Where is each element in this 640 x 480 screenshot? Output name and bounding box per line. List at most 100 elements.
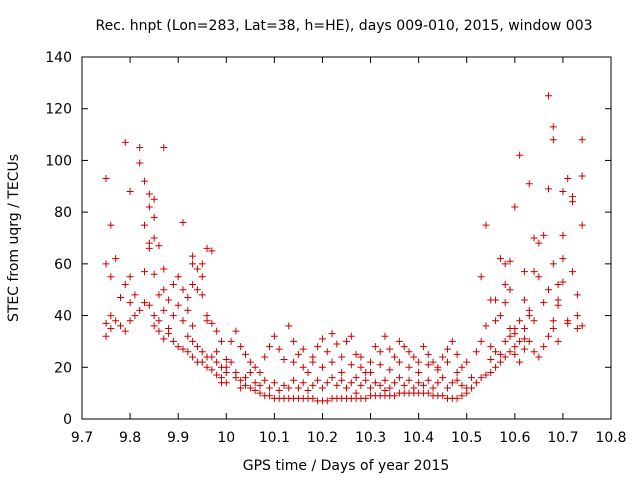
data-point xyxy=(506,286,514,294)
data-point xyxy=(290,376,298,384)
data-point xyxy=(391,392,399,400)
data-point xyxy=(511,325,519,332)
data-point xyxy=(419,343,427,351)
data-point xyxy=(376,348,384,356)
data-point xyxy=(136,306,144,314)
data-point xyxy=(482,371,490,379)
data-point xyxy=(400,381,408,389)
data-point xyxy=(189,337,197,345)
data-point xyxy=(208,247,216,255)
data-point xyxy=(213,327,221,335)
data-point xyxy=(357,353,365,361)
data-point xyxy=(141,177,149,185)
data-point xyxy=(294,384,302,392)
data-point xyxy=(573,312,581,320)
data-point xyxy=(189,353,197,361)
data-point xyxy=(386,345,394,353)
data-point xyxy=(501,337,509,345)
data-point xyxy=(352,389,360,397)
data-point xyxy=(367,384,375,392)
data-point xyxy=(477,374,485,382)
data-point xyxy=(405,363,413,371)
data-point xyxy=(371,343,379,351)
data-point xyxy=(477,273,485,281)
data-point xyxy=(169,312,177,320)
x-tick-label: 10.8 xyxy=(595,430,626,446)
data-point xyxy=(266,343,274,351)
data-point xyxy=(121,281,129,289)
plot-frame xyxy=(81,56,612,420)
data-point xyxy=(338,353,346,361)
data-point xyxy=(463,384,471,392)
data-point xyxy=(155,327,163,335)
data-point xyxy=(434,379,442,387)
data-point xyxy=(501,281,509,289)
data-point xyxy=(492,296,500,304)
data-point xyxy=(367,368,375,376)
data-point xyxy=(112,255,120,263)
data-point xyxy=(492,348,500,356)
data-point xyxy=(266,392,274,400)
data-point xyxy=(193,343,201,351)
data-point xyxy=(179,317,187,325)
data-point xyxy=(213,348,221,356)
data-point xyxy=(520,325,528,332)
data-point xyxy=(160,306,168,314)
x-tick-label: 10.5 xyxy=(451,430,482,446)
data-point xyxy=(559,187,567,195)
data-point xyxy=(496,350,504,358)
data-point xyxy=(208,366,216,374)
data-point xyxy=(121,138,129,146)
data-point xyxy=(573,291,581,299)
data-point xyxy=(251,363,259,371)
data-point xyxy=(160,265,168,273)
data-point xyxy=(285,322,293,330)
data-point xyxy=(569,268,577,276)
data-point xyxy=(251,379,259,387)
data-point xyxy=(516,337,524,345)
data-point xyxy=(347,361,355,369)
data-point xyxy=(290,358,298,366)
data-point xyxy=(362,394,370,402)
data-point xyxy=(184,332,192,340)
data-point xyxy=(496,312,504,320)
data-point xyxy=(160,286,168,294)
data-point xyxy=(453,376,461,384)
data-point xyxy=(136,144,144,151)
data-point xyxy=(256,368,264,376)
data-point xyxy=(472,348,480,356)
data-point xyxy=(544,185,552,193)
data-point xyxy=(516,151,524,159)
data-point xyxy=(145,203,153,211)
data-point xyxy=(145,301,153,309)
data-point xyxy=(410,384,418,392)
data-point xyxy=(520,335,528,343)
data-point xyxy=(189,281,197,289)
data-point xyxy=(415,358,423,366)
data-point xyxy=(559,255,567,263)
data-point xyxy=(352,374,360,382)
data-point xyxy=(347,379,355,387)
data-point xyxy=(338,376,346,384)
data-point xyxy=(328,358,336,366)
data-point xyxy=(102,319,110,327)
data-point xyxy=(217,337,225,345)
data-point xyxy=(520,345,528,353)
x-tick-label: 9.9 xyxy=(167,430,189,446)
data-point xyxy=(395,358,403,366)
data-point xyxy=(198,291,206,299)
data-point xyxy=(208,319,216,327)
data-point xyxy=(141,299,149,307)
data-point xyxy=(189,260,197,268)
data-point xyxy=(424,376,432,384)
data-point xyxy=(487,356,495,364)
data-point xyxy=(227,337,235,345)
data-point xyxy=(569,193,577,201)
data-point xyxy=(463,358,471,366)
data-point xyxy=(496,255,504,263)
data-point xyxy=(501,353,509,361)
data-point xyxy=(299,379,307,387)
data-point xyxy=(424,389,432,397)
data-point xyxy=(439,353,447,361)
data-point xyxy=(155,317,163,325)
